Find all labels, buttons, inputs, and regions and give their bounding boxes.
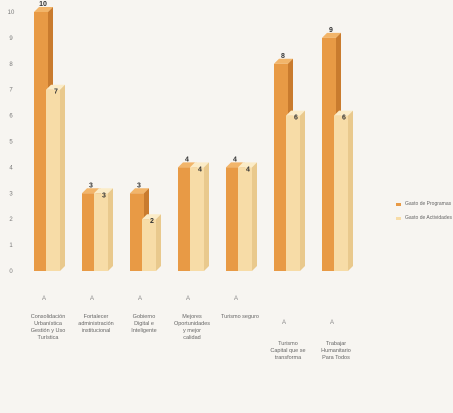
y-tick-label: 3	[9, 191, 13, 197]
value-label-series-2: 6	[294, 115, 298, 122]
value-label-series-1: 4	[185, 156, 189, 163]
category-label: Trabajar Humanitario Para Todos	[321, 341, 351, 361]
category-label: Fortalecer administración institucional	[78, 314, 113, 334]
bar-series-2	[238, 162, 257, 271]
legend-label-series-2: Gasto de Actividades	[405, 214, 452, 221]
value-label-series-1: 10	[39, 1, 47, 8]
legend-item-series-1: Gasto de Programas	[396, 197, 452, 211]
category-letter: A	[234, 296, 238, 302]
value-label-series-2: 7	[54, 89, 58, 96]
category-letter: A	[138, 296, 142, 302]
category-letter: A	[282, 320, 286, 326]
legend-swatch-series-1	[396, 202, 401, 206]
bar-series-2	[94, 188, 113, 271]
y-tick-label: 8	[9, 62, 13, 68]
y-tick-label: 0	[9, 269, 13, 275]
category-letter: A	[330, 320, 334, 326]
category-label: Mejores Oportunidades y mejor calidad	[174, 314, 210, 341]
category-label: Gobierno Digital e Inteligente	[131, 314, 156, 334]
value-label-series-1: 9	[329, 27, 333, 34]
category-label: Turismo Capital que se transforma	[270, 341, 305, 361]
value-label-series-1: 3	[137, 182, 141, 189]
y-tick-label: 7	[9, 88, 13, 94]
category-letter: A	[42, 296, 46, 302]
y-tick-label: 6	[9, 114, 13, 120]
value-label-series-1: 3	[89, 182, 93, 189]
value-label-series-2: 4	[246, 166, 250, 173]
value-label-series-2: 6	[342, 115, 346, 122]
y-tick-label: 10	[8, 10, 15, 16]
y-tick-label: 5	[9, 140, 13, 146]
y-tick-label: 2	[9, 217, 13, 223]
bar-series-2	[46, 84, 65, 271]
value-label-series-2: 2	[150, 218, 154, 225]
value-label-series-2: 4	[198, 166, 202, 173]
y-axis: 0 1 2 3 4 5 6 7 8 9 10	[8, 10, 15, 275]
y-tick-label: 1	[9, 243, 13, 249]
value-label-series-1: 8	[281, 53, 285, 60]
legend-swatch-series-2	[396, 216, 401, 220]
bar-series-2	[334, 110, 353, 271]
y-tick-label: 9	[9, 36, 13, 42]
category-letter: A	[186, 296, 190, 302]
value-label-series-2: 3	[102, 192, 106, 199]
value-label-series-1: 4	[233, 156, 237, 163]
legend: Gasto de Programas Gasto de Actividades	[396, 197, 452, 225]
category-letter: A	[90, 296, 94, 302]
category-label: Turismo seguro	[221, 314, 259, 320]
bars	[34, 7, 353, 272]
bar-series-2	[190, 162, 209, 271]
bar-series-2	[142, 214, 161, 271]
category-label: Consolidación Urbanística Gestión y Uso Tur…	[31, 314, 66, 341]
labels: 10 7 A Consolidación Urbanística Gestión y Us…	[31, 1, 351, 361]
legend-label-series-1: Gasto de Programas	[405, 200, 452, 207]
bar-series-2	[286, 110, 305, 271]
legend-item-series-2: Gasto de Actividades	[396, 211, 452, 225]
y-tick-label: 4	[9, 165, 13, 171]
